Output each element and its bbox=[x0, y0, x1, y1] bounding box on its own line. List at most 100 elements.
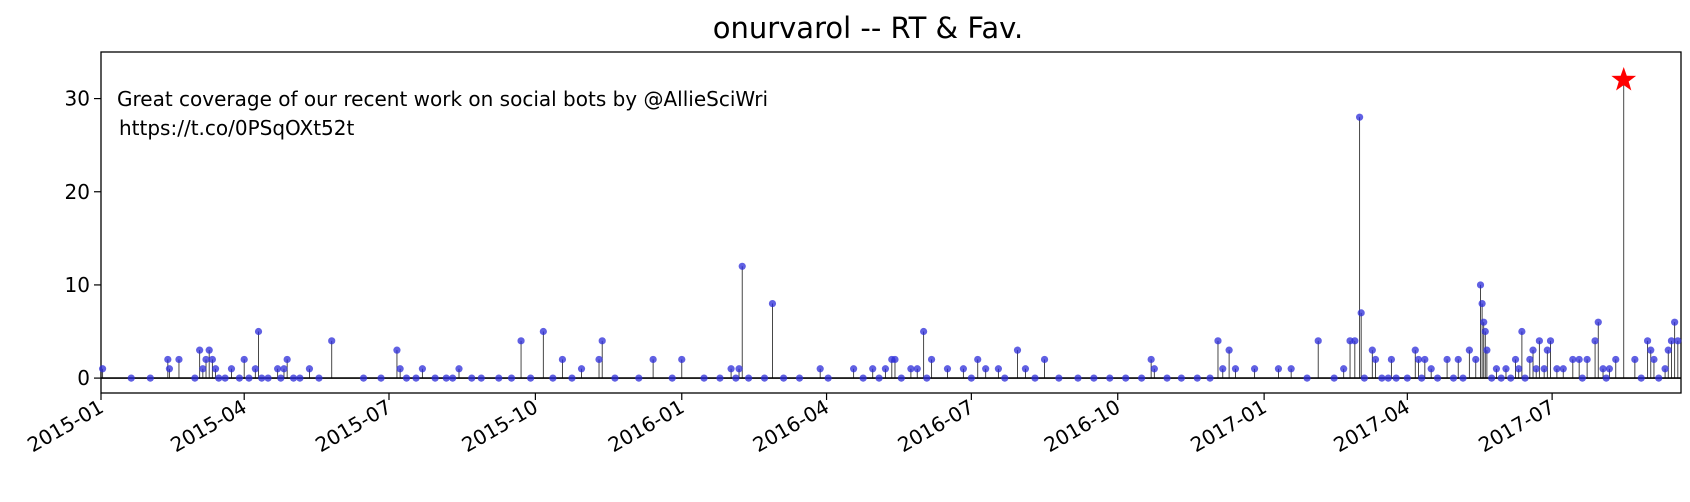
point-113 bbox=[1231, 365, 1240, 373]
point-149 bbox=[1483, 346, 1491, 354]
point-70 bbox=[779, 374, 788, 382]
point-39 bbox=[431, 374, 439, 382]
point-120 bbox=[1340, 365, 1348, 373]
point-26 bbox=[283, 355, 291, 364]
point-88 bbox=[959, 365, 967, 373]
point-183 bbox=[1650, 355, 1658, 364]
point-159 bbox=[1526, 355, 1534, 364]
point-23 bbox=[274, 365, 282, 373]
point-187 bbox=[1667, 337, 1676, 345]
x-tick-label-2: 2015-07 bbox=[311, 395, 395, 458]
point-66 bbox=[738, 262, 746, 270]
point-24 bbox=[277, 374, 285, 382]
x-tick-label-6: 2016-07 bbox=[893, 395, 977, 458]
point-166 bbox=[1553, 365, 1561, 373]
point-13 bbox=[215, 374, 223, 382]
x-tick-label-0: 2015-01 bbox=[23, 395, 107, 458]
point-133 bbox=[1411, 346, 1419, 354]
point-170 bbox=[1578, 374, 1586, 382]
point-83 bbox=[913, 365, 921, 373]
x-tick-label-3: 2015-10 bbox=[457, 395, 541, 458]
point-63 bbox=[727, 365, 735, 373]
point-86 bbox=[927, 355, 936, 364]
highlight-star-marker bbox=[1611, 66, 1637, 91]
point-188 bbox=[1671, 318, 1679, 326]
point-77 bbox=[875, 374, 883, 382]
point-94 bbox=[1013, 346, 1022, 354]
point-182 bbox=[1647, 346, 1655, 354]
point-150 bbox=[1488, 374, 1496, 382]
point-69 bbox=[768, 299, 777, 308]
y-tick-label-20: 20 bbox=[65, 180, 90, 204]
point-10 bbox=[205, 346, 213, 354]
point-59 bbox=[668, 374, 676, 382]
point-147 bbox=[1480, 318, 1488, 326]
point-144 bbox=[1472, 355, 1480, 364]
point-35 bbox=[396, 365, 404, 373]
point-173 bbox=[1594, 318, 1602, 326]
annotation-line-1: Great coverage of our recent work on soc… bbox=[117, 87, 768, 111]
point-36 bbox=[402, 374, 411, 382]
point-22 bbox=[264, 374, 272, 382]
point-6 bbox=[191, 374, 199, 382]
point-153 bbox=[1502, 365, 1510, 373]
point-3 bbox=[164, 355, 172, 364]
point-116 bbox=[1287, 365, 1295, 373]
point-53 bbox=[577, 365, 586, 373]
point-16 bbox=[235, 374, 244, 382]
point-102 bbox=[1122, 374, 1130, 382]
point-78 bbox=[881, 365, 890, 373]
point-31 bbox=[328, 337, 336, 345]
point-9 bbox=[202, 355, 210, 364]
point-32 bbox=[359, 374, 368, 382]
point-140 bbox=[1449, 374, 1458, 382]
point-55 bbox=[598, 337, 606, 345]
x-axis-ticks: 2015-01 2015-04 2015-07 2015-10 2016-01 2016-… bbox=[23, 393, 1559, 458]
point-57 bbox=[635, 374, 643, 382]
point-34 bbox=[393, 346, 401, 354]
point-30 bbox=[315, 374, 323, 382]
point-45 bbox=[495, 374, 503, 382]
point-112 bbox=[1225, 346, 1233, 354]
y-tick-label-30: 30 bbox=[65, 87, 90, 111]
point-7 bbox=[196, 346, 204, 354]
point-143 bbox=[1465, 346, 1473, 354]
point-184 bbox=[1655, 374, 1663, 382]
point-65 bbox=[735, 365, 743, 373]
x-tick-label-1: 2015-04 bbox=[166, 395, 250, 458]
point-87 bbox=[943, 365, 952, 373]
point-92 bbox=[994, 365, 1003, 373]
point-4 bbox=[165, 365, 174, 373]
point-67 bbox=[744, 374, 753, 382]
point-122 bbox=[1351, 337, 1359, 345]
point-146 bbox=[1478, 299, 1486, 308]
point-164 bbox=[1543, 346, 1551, 354]
point-19 bbox=[251, 365, 259, 373]
point-17 bbox=[240, 355, 248, 364]
point-43 bbox=[468, 374, 476, 382]
y-axis-ticks: 0 10 20 30 bbox=[65, 87, 101, 390]
point-46 bbox=[507, 374, 516, 382]
point-40 bbox=[442, 374, 450, 382]
point-54 bbox=[595, 355, 603, 364]
point-60 bbox=[678, 355, 686, 364]
point-68 bbox=[760, 374, 769, 382]
point-56 bbox=[611, 374, 619, 382]
point-18 bbox=[245, 374, 253, 382]
point-185 bbox=[1661, 365, 1669, 373]
point-11 bbox=[208, 355, 216, 364]
point-179 bbox=[1631, 355, 1639, 364]
point-177 bbox=[1612, 355, 1620, 364]
point-186 bbox=[1664, 346, 1672, 354]
point-75 bbox=[859, 374, 867, 382]
point-52 bbox=[568, 374, 576, 382]
point-47 bbox=[517, 337, 525, 345]
point-58 bbox=[649, 355, 657, 364]
y-tick-label-10: 10 bbox=[65, 273, 90, 297]
point-15 bbox=[227, 365, 236, 373]
point-97 bbox=[1040, 355, 1049, 364]
point-154 bbox=[1507, 374, 1515, 382]
point-176 bbox=[1605, 365, 1613, 373]
point-93 bbox=[1001, 374, 1009, 382]
point-172 bbox=[1591, 337, 1599, 345]
